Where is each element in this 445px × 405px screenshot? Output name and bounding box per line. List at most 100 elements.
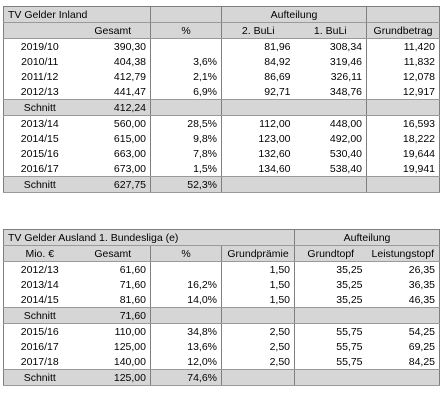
buli2-cell	[221, 99, 295, 116]
season-cell: 2012/13	[3, 84, 76, 100]
pct-cell: 9,8%	[150, 131, 222, 146]
season-cell: Schnitt	[3, 307, 76, 324]
table-row: 2014/15 81,60 14,0% 1,50 35,25 46,35	[3, 292, 440, 308]
inland-buli1-header: 1. BuLi	[294, 22, 368, 39]
season-cell: 2012/13	[20, 263, 59, 276]
leistungstopf-cell: 69,25	[408, 340, 436, 353]
grundbetrag-cell: 11,832	[403, 55, 436, 68]
ausland-header-row-1: TV Gelder Ausland 1. Bundesliga (e) Auft…	[3, 229, 440, 246]
buli1-cell	[294, 99, 368, 116]
table-row: 2013/14 71,60 16,2% 1,50 35,25 36,35	[4, 277, 440, 292]
pct-cell	[149, 261, 222, 277]
ausland-gesamt-header: Gesamt	[75, 245, 151, 262]
table-row: 2016/17 125,00 13,6% 2,50 55,75 69,25	[4, 339, 440, 354]
buli2-cell: 112,00	[221, 115, 295, 131]
buli2-cell: 132,60	[221, 146, 295, 161]
gesamt-cell: 110,00	[114, 325, 146, 338]
inland-title: TV Gelder Inland	[3, 6, 151, 23]
season-cell: 2015/16	[20, 325, 59, 338]
gesamt-cell: 125,00	[75, 369, 151, 386]
table-row: 2012/13 61,60 1,50 35,25 26,35	[4, 261, 440, 277]
leistungstopf-cell	[366, 307, 440, 324]
inland-header-row-2: Gesamt % 2. BuLi 1. BuLi Grundbetrag	[3, 22, 440, 39]
grundpraemie-cell: 1,50	[221, 277, 295, 292]
tv-gelder-ausland-table: TV Gelder Ausland 1. Bundesliga (e) Auft…	[3, 229, 441, 386]
buli1-cell: 319,46	[294, 54, 368, 69]
buli1-cell: 448,00	[294, 115, 368, 131]
gesamt-cell: 125,00	[113, 340, 146, 353]
grundpraemie-cell: 2,50	[221, 354, 295, 370]
table-row: 2019/10 390,30 81,96 308,34 11,420	[4, 38, 440, 54]
buli2-cell: 123,00	[221, 131, 295, 146]
tv-gelder-inland-table: TV Gelder Inland Aufteilung Gesamt % 2. …	[3, 6, 441, 193]
inland-header-row-1: TV Gelder Inland Aufteilung	[3, 6, 440, 23]
pct-cell: 6,9%	[150, 84, 222, 100]
gesamt-cell: 560,00	[113, 117, 147, 130]
buli1-cell	[294, 176, 368, 193]
inland-aufteilung-header: Aufteilung	[221, 6, 368, 23]
gesamt-cell: 390,30	[113, 40, 147, 53]
season-cell: 2019/10	[20, 40, 59, 53]
pct-cell: 7,8%	[150, 146, 222, 161]
schnitt-row: Schnitt 125,00 74,6%	[3, 369, 440, 386]
leistungstopf-cell	[366, 369, 440, 386]
ausland-header-spacer	[221, 229, 295, 246]
buli1-cell: 326,11	[294, 69, 368, 84]
gesamt-cell: 615,00	[113, 132, 147, 145]
pct-cell: 13,6%	[149, 339, 222, 354]
grundbetrag-cell: 19,941	[366, 161, 440, 177]
grundtopf-cell: 55,75	[294, 323, 367, 339]
table-row: 2012/13 441,47 6,9% 92,71 348,76 12,917	[3, 84, 440, 100]
grundpraemie-cell: 1,50	[221, 292, 295, 308]
grundpraemie-cell: 1,50	[221, 261, 295, 277]
inland-grundbetrag-header: Grundbetrag	[366, 22, 440, 39]
grundpraemie-cell	[221, 307, 295, 324]
buli1-cell: 492,00	[294, 131, 368, 146]
ausland-body: 2012/13 61,60 1,50 35,25 26,35 2013/14 71,60 16…	[3, 261, 440, 386]
leistungstopf-cell: 54,25	[408, 325, 436, 338]
season-cell: 2011/12	[21, 70, 59, 83]
grundpraemie-cell: 2,50	[221, 323, 295, 339]
schnitt-row: Schnitt 627,75 52,3%	[3, 176, 440, 193]
buli2-cell: 86,69	[221, 69, 295, 84]
grundbetrag-cell: 19,644	[402, 147, 436, 160]
pct-cell: 14,0%	[149, 292, 222, 308]
grundbetrag-cell: 18,222	[402, 132, 436, 145]
buli2-cell: 81,96	[221, 38, 295, 54]
ausland-mio-header: Mio. €	[3, 245, 76, 262]
grundpraemie-cell: 2,50	[221, 339, 295, 354]
grundtopf-cell	[294, 369, 367, 386]
buli2-cell: 134,60	[221, 161, 295, 177]
grundtopf-cell	[294, 307, 367, 324]
season-cell: 2016/17	[20, 340, 59, 353]
buli1-cell: 308,34	[294, 38, 368, 54]
leistungstopf-cell: 36,35	[408, 278, 436, 291]
season-cell: 2013/14	[20, 117, 59, 130]
pct-cell: 52,3%	[150, 176, 222, 193]
gesamt-cell: 412,79	[113, 70, 147, 83]
buli1-cell: 530,40	[294, 146, 368, 161]
gesamt-cell: 81,60	[75, 292, 151, 308]
season-cell: 2017/18	[3, 354, 76, 370]
pct-cell: 12,0%	[149, 354, 222, 370]
season-cell: Schnitt	[3, 99, 76, 116]
pct-cell: 2,1%	[150, 69, 222, 84]
gesamt-cell: 71,60	[119, 278, 146, 291]
leistungstopf-cell: 46,35	[366, 292, 440, 308]
buli2-cell	[221, 176, 295, 193]
pct-cell	[149, 307, 222, 324]
schnitt-row: Schnitt 71,60	[3, 307, 440, 324]
grundtopf-cell: 35,25	[294, 277, 367, 292]
inland-label-header	[3, 22, 76, 39]
inland-gesamt-header: Gesamt	[75, 22, 151, 39]
pct-cell: 28,5%	[150, 115, 222, 131]
ausland-title: TV Gelder Ausland 1. Bundesliga (e)	[3, 229, 222, 246]
grundbetrag-cell	[366, 176, 440, 193]
gesamt-cell: 71,60	[75, 307, 151, 324]
gesamt-cell: 404,38	[113, 55, 147, 68]
inland-header-spacer	[366, 6, 440, 23]
grundtopf-cell: 35,25	[294, 292, 367, 308]
season-cell: 2015/16	[20, 147, 59, 160]
ausland-header-row-2: Mio. € Gesamt % Grundprämie Grundtopf Le…	[3, 245, 440, 262]
leistungstopf-cell: 84,25	[366, 354, 440, 370]
